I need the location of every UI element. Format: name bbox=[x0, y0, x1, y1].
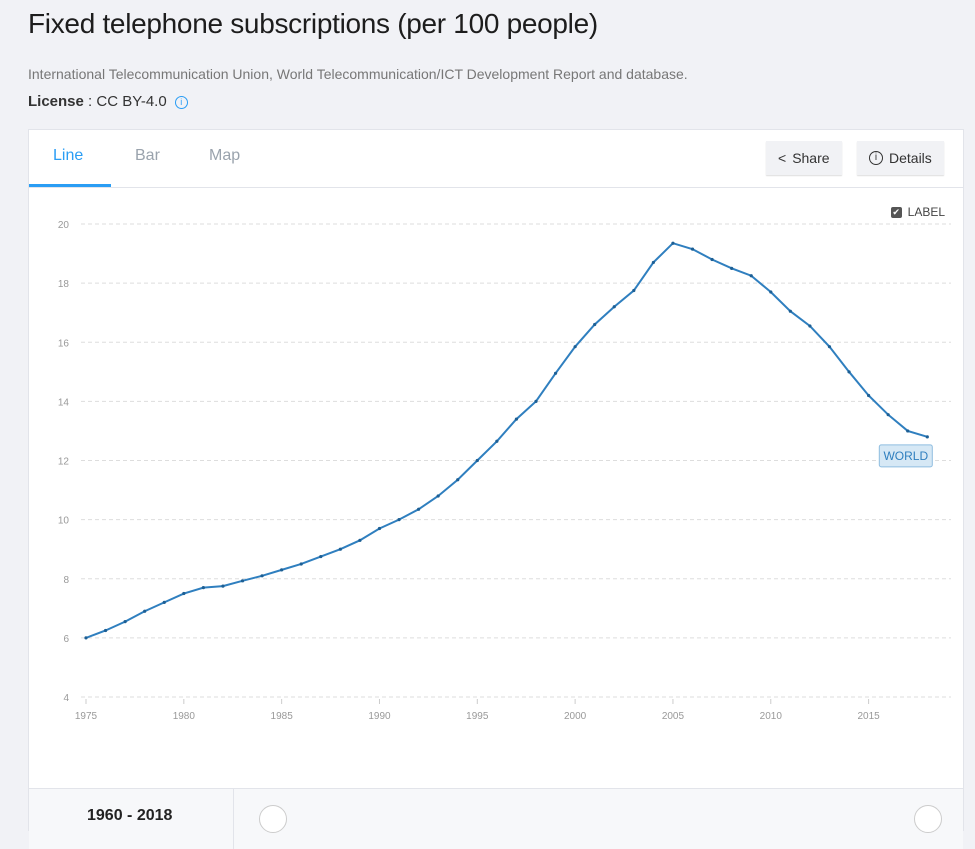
data-point bbox=[710, 257, 714, 262]
data-point bbox=[671, 241, 675, 245]
x-tick-label: 2010 bbox=[760, 711, 783, 722]
series-label-box bbox=[878, 444, 933, 468]
series-line-world bbox=[85, 242, 928, 639]
data-point bbox=[886, 413, 890, 417]
data-point bbox=[573, 345, 577, 349]
label-toggle[interactable]: ✔ LABEL bbox=[890, 205, 945, 219]
source-text: International Telecommunication Union, W… bbox=[28, 66, 688, 82]
page-title: Fixed telephone subscriptions (per 100 p… bbox=[28, 8, 598, 39]
data-point bbox=[534, 399, 538, 403]
data-point bbox=[925, 435, 929, 439]
license-value: : CC BY-4.0 bbox=[83, 93, 167, 110]
x-tick-label: 2005 bbox=[662, 711, 685, 722]
chart-tabs: Line Bar Map < Share i Details bbox=[29, 130, 963, 188]
data-point bbox=[84, 636, 88, 640]
y-tick-label: 14 bbox=[58, 397, 70, 408]
active-tab-indicator bbox=[29, 184, 111, 187]
data-point bbox=[377, 526, 382, 531]
data-point bbox=[847, 370, 851, 374]
data-point bbox=[495, 439, 499, 443]
data-point bbox=[456, 478, 460, 482]
data-point bbox=[769, 290, 773, 294]
data-point bbox=[906, 429, 910, 433]
tab-bar[interactable]: Bar bbox=[135, 147, 160, 164]
x-tick-label: 1990 bbox=[368, 711, 391, 722]
license-label: License bbox=[28, 93, 84, 110]
data-point bbox=[417, 507, 421, 511]
info-icon[interactable]: i bbox=[174, 96, 188, 109]
x-tick-label: 2000 bbox=[564, 711, 587, 722]
time-range-footer: 1960 - 2018 bbox=[29, 788, 963, 849]
data-point bbox=[182, 591, 186, 596]
label-toggle-text: LABEL bbox=[907, 205, 945, 219]
checkbox-checked-icon[interactable]: ✔ bbox=[890, 206, 902, 218]
data-point bbox=[240, 579, 245, 583]
data-point bbox=[514, 417, 519, 421]
y-tick-label: 6 bbox=[63, 634, 69, 645]
data-point bbox=[201, 586, 205, 590]
y-tick-label: 10 bbox=[58, 516, 70, 527]
data-point bbox=[612, 305, 616, 309]
x-tick-label: 1995 bbox=[466, 711, 489, 722]
tab-map[interactable]: Map bbox=[209, 147, 241, 164]
range-end-handle[interactable] bbox=[914, 805, 942, 833]
data-point bbox=[436, 494, 440, 498]
data-point bbox=[338, 547, 342, 551]
share-label: Share bbox=[792, 150, 830, 166]
details-label: Details bbox=[889, 150, 932, 166]
license: License : CC BY-4.0 i bbox=[28, 93, 188, 110]
footer-divider bbox=[233, 789, 234, 849]
y-tick-label: 8 bbox=[63, 575, 69, 586]
data-point bbox=[593, 322, 597, 327]
range-start-handle[interactable] bbox=[259, 805, 287, 833]
data-point bbox=[397, 518, 401, 522]
details-button[interactable]: i Details bbox=[857, 141, 944, 175]
data-point bbox=[319, 554, 323, 559]
data-point bbox=[632, 288, 636, 293]
data-point bbox=[827, 345, 832, 349]
share-button[interactable]: < Share bbox=[766, 141, 842, 175]
line-chart: 4 6 8 10 12 14 16 18 20 1975 1980 1985 1990 1995 2000 2… bbox=[58, 220, 951, 722]
data-point bbox=[143, 609, 147, 613]
data-point bbox=[749, 274, 753, 278]
y-tick-label: 4 bbox=[63, 693, 69, 704]
data-point bbox=[221, 584, 225, 588]
data-point bbox=[103, 628, 108, 633]
data-point bbox=[808, 324, 812, 328]
data-point bbox=[280, 568, 284, 572]
chart-card: Line Bar Map < Share i Details ✔ LABEL 4 6 8 1… bbox=[28, 129, 964, 849]
data-point bbox=[690, 247, 695, 251]
data-point bbox=[867, 393, 871, 398]
data-point bbox=[358, 538, 362, 542]
data-point bbox=[260, 574, 264, 578]
data-point bbox=[475, 458, 479, 463]
data-point bbox=[788, 309, 792, 313]
y-tick-label: 12 bbox=[58, 457, 70, 468]
x-tick-label: 2015 bbox=[857, 711, 880, 722]
year-range: 1960 - 2018 bbox=[87, 807, 173, 824]
info-circle-icon: i bbox=[869, 151, 883, 165]
y-tick-label: 20 bbox=[58, 220, 70, 231]
data-point bbox=[162, 600, 166, 604]
x-tick-label: 1985 bbox=[271, 711, 294, 722]
x-tick-label: 1975 bbox=[75, 711, 98, 722]
data-point bbox=[299, 562, 303, 566]
data-point bbox=[651, 260, 655, 265]
share-icon: < bbox=[778, 150, 787, 166]
data-point bbox=[553, 371, 558, 375]
x-tick-label: 1980 bbox=[173, 711, 196, 722]
y-tick-label: 16 bbox=[58, 338, 70, 349]
y-tick-label: 18 bbox=[58, 279, 70, 290]
data-point bbox=[730, 266, 734, 270]
tab-line[interactable]: Line bbox=[53, 147, 84, 164]
data-point bbox=[123, 620, 127, 624]
series-label-world: WORLD bbox=[883, 449, 928, 463]
